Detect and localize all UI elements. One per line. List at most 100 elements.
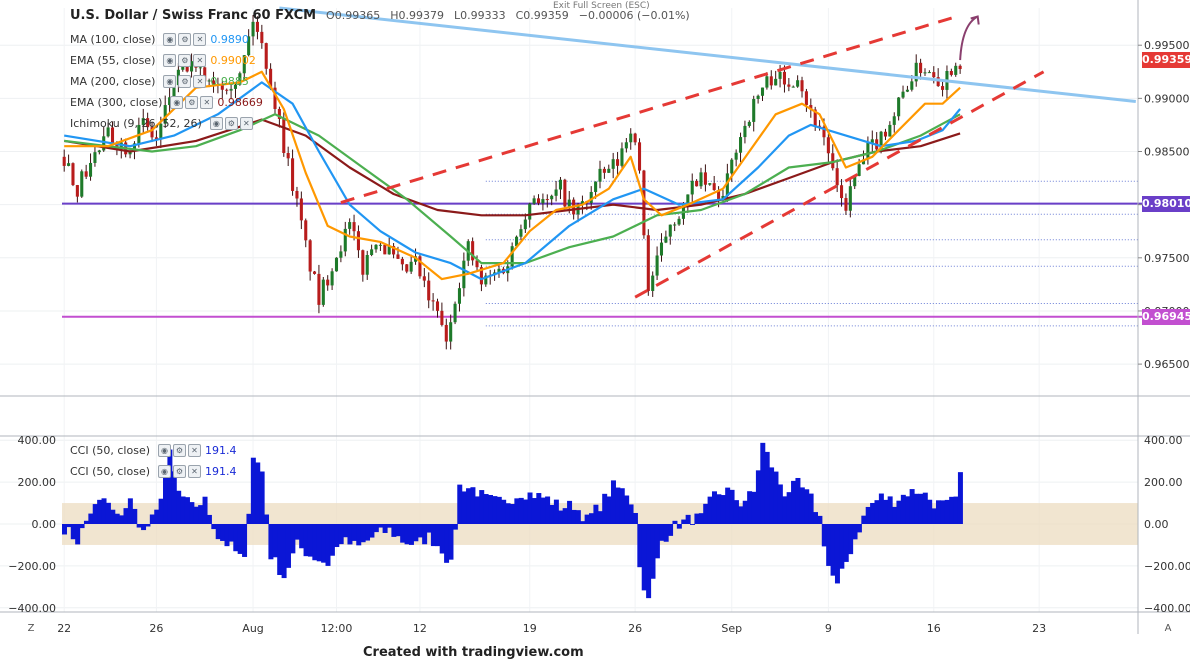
- cci-legend-row[interactable]: CCI (50, close) ◉ ⚙ ✕ 191.4: [70, 444, 237, 457]
- cci-bar: [949, 496, 955, 524]
- candle-body: [607, 168, 611, 173]
- settings-icon[interactable]: ⚙: [178, 54, 192, 67]
- eye-icon[interactable]: ◉: [158, 444, 172, 457]
- close-icon[interactable]: ✕: [193, 33, 207, 46]
- cci-tick-label: 200.00: [1144, 476, 1183, 489]
- candle-body: [594, 181, 598, 192]
- cci-tick-label-left: 0.00: [32, 518, 57, 531]
- cci-bar: [154, 509, 160, 524]
- cci-bar: [725, 487, 731, 524]
- cci-bar: [729, 489, 735, 524]
- eye-icon[interactable]: ◉: [209, 117, 223, 130]
- candle-body: [936, 77, 940, 87]
- cci-bar: [826, 524, 832, 566]
- close-icon[interactable]: ✕: [193, 54, 207, 67]
- candle-body: [611, 159, 615, 169]
- time-tick-label: 26: [628, 622, 642, 635]
- channel-lower-line: [634, 70, 1045, 299]
- candle-body: [567, 199, 571, 207]
- candle-body: [93, 152, 97, 163]
- close-icon[interactable]: ✕: [188, 465, 202, 478]
- cci-bar: [830, 524, 836, 576]
- cci-controls: ◉ ⚙ ✕: [158, 465, 202, 478]
- cci-bar: [856, 524, 862, 533]
- indicator-legend-row[interactable]: MA (200, close) ◉ ⚙ ✕ 0.9885: [70, 75, 249, 88]
- time-tick-label: Aug: [242, 622, 263, 635]
- eye-icon[interactable]: ◉: [158, 465, 172, 478]
- settings-icon[interactable]: ⚙: [224, 117, 238, 130]
- candle-body: [97, 150, 101, 153]
- candle-body: [646, 235, 650, 291]
- candle-body: [299, 198, 303, 221]
- indicator-legend-row[interactable]: EMA (300, close) ◉ ⚙ ✕ 0.98669: [70, 96, 263, 109]
- cci-tick-label-left: −200.00: [8, 560, 56, 573]
- eye-icon[interactable]: ◉: [163, 33, 177, 46]
- time-tick-label: 19: [523, 622, 537, 635]
- cci-bar: [316, 524, 322, 562]
- indicator-label: MA (100, close): [70, 33, 156, 46]
- cci-bar: [391, 524, 397, 537]
- cci-legend-row[interactable]: CCI (50, close) ◉ ⚙ ✕ 191.4: [70, 465, 237, 478]
- cci-bar: [690, 524, 696, 525]
- price-tick-label: 0.97500: [1144, 252, 1190, 265]
- timezone-button[interactable]: Z: [27, 623, 35, 634]
- cci-bar: [66, 524, 72, 528]
- cci-bar: [632, 512, 638, 524]
- settings-icon[interactable]: ⚙: [178, 75, 192, 88]
- settings-icon[interactable]: ⚙: [178, 33, 192, 46]
- cci-bar: [193, 506, 199, 524]
- candle-body: [791, 86, 795, 88]
- settings-icon[interactable]: ⚙: [185, 96, 199, 109]
- eye-icon[interactable]: ◉: [163, 54, 177, 67]
- cci-bar: [360, 524, 366, 543]
- candle-body: [471, 241, 475, 261]
- auto-scale-button[interactable]: A: [1164, 623, 1172, 634]
- close-icon[interactable]: ✕: [188, 444, 202, 457]
- cci-bar: [88, 513, 94, 524]
- cci-bar: [307, 524, 313, 557]
- close-icon[interactable]: ✕: [239, 117, 253, 130]
- cci-bar: [931, 508, 937, 524]
- cci-bar: [883, 499, 889, 524]
- symbol-title[interactable]: U.S. Dollar / Swiss Franc 60 FXCM: [70, 8, 317, 23]
- candle-body: [813, 109, 817, 126]
- settings-icon[interactable]: ⚙: [173, 465, 187, 478]
- cci-bar: [343, 524, 349, 538]
- candle-body: [853, 175, 857, 187]
- candle-body: [633, 133, 637, 143]
- candle-body: [427, 280, 431, 301]
- indicator-controls: ◉ ⚙ ✕: [163, 54, 207, 67]
- cci-bar: [821, 524, 827, 547]
- indicator-legend-row[interactable]: Ichimoku (9, 26, 52, 26) ◉ ⚙ ✕: [70, 117, 257, 130]
- candle-body: [919, 62, 923, 74]
- channel-upper-line: [340, 14, 961, 204]
- cci-bar: [356, 524, 362, 546]
- eye-icon[interactable]: ◉: [170, 96, 184, 109]
- cci-bar: [220, 524, 226, 541]
- cci-bar: [663, 524, 669, 542]
- candle-body: [892, 116, 896, 125]
- cci-bar: [518, 497, 524, 524]
- cci-bar: [742, 500, 748, 524]
- eye-icon[interactable]: ◉: [163, 75, 177, 88]
- indicator-legend-row[interactable]: MA (100, close) ◉ ⚙ ✕ 0.9890: [70, 33, 249, 46]
- cci-bar: [176, 490, 182, 524]
- cci-bar: [470, 487, 476, 524]
- cci-bar: [224, 524, 230, 547]
- exit-fullscreen-hint[interactable]: Exit Full Screen (ESC): [553, 1, 650, 11]
- cci-bar: [531, 498, 537, 524]
- price-tick-label: 0.99000: [1144, 92, 1190, 105]
- candle-body: [536, 198, 541, 204]
- indicator-value: 0.99002: [210, 54, 256, 67]
- close-icon[interactable]: ✕: [193, 75, 207, 88]
- candle-body: [365, 255, 369, 275]
- close-icon[interactable]: ✕: [200, 96, 214, 109]
- indicator-legend-row[interactable]: EMA (55, close) ◉ ⚙ ✕ 0.99002: [70, 54, 256, 67]
- settings-icon[interactable]: ⚙: [173, 444, 187, 457]
- cci-value: 191.4: [205, 465, 237, 478]
- cci-bar: [105, 502, 111, 524]
- cci-bar: [760, 442, 766, 524]
- candle-body: [295, 190, 299, 199]
- trend-drawings[interactable]: [279, 6, 1136, 299]
